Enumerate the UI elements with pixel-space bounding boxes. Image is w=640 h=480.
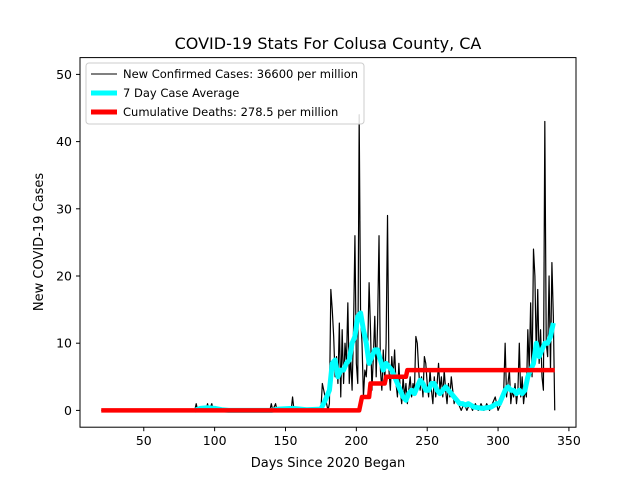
legend-label-new-cases: New Confirmed Cases: 36600 per million — [123, 67, 358, 81]
x-axis-label: Days Since 2020 Began — [251, 456, 406, 471]
seven-day-average-line — [193, 310, 556, 413]
x-tick-label: 150 — [274, 433, 298, 448]
x-axis-ticks: 50 100 150 200 250 300 350 — [136, 427, 581, 448]
plot-frame — [79, 57, 577, 428]
legend: New Confirmed Cases: 36600 per million 7… — [85, 62, 365, 125]
legend-box — [85, 62, 365, 125]
x-tick-label: 350 — [557, 433, 581, 448]
y-tick-label: 40 — [56, 134, 72, 149]
y-tick-label: 10 — [56, 336, 72, 351]
y-tick-label: 30 — [56, 201, 72, 216]
y-tick-label: 50 — [56, 67, 72, 82]
legend-label-cumulative-deaths: Cumulative Deaths: 278.5 per million — [123, 105, 338, 119]
x-tick-label: 200 — [344, 433, 368, 448]
x-tick-label: 300 — [486, 433, 510, 448]
y-axis-ticks: 0 10 20 30 40 50 — [56, 67, 80, 418]
x-tick-label: 100 — [203, 433, 227, 448]
y-tick-label: 20 — [56, 269, 72, 284]
x-tick-label: 250 — [415, 433, 439, 448]
legend-label-7day-average: 7 Day Case Average — [123, 86, 239, 100]
chart-title: COVID-19 Stats For Colusa County, CA — [175, 34, 482, 53]
x-tick-label: 50 — [136, 433, 152, 448]
series-layer — [101, 114, 556, 413]
y-tick-label: 0 — [64, 403, 72, 418]
y-axis-label: New COVID-19 Cases — [32, 173, 47, 311]
cumulative-deaths-line — [101, 367, 555, 413]
